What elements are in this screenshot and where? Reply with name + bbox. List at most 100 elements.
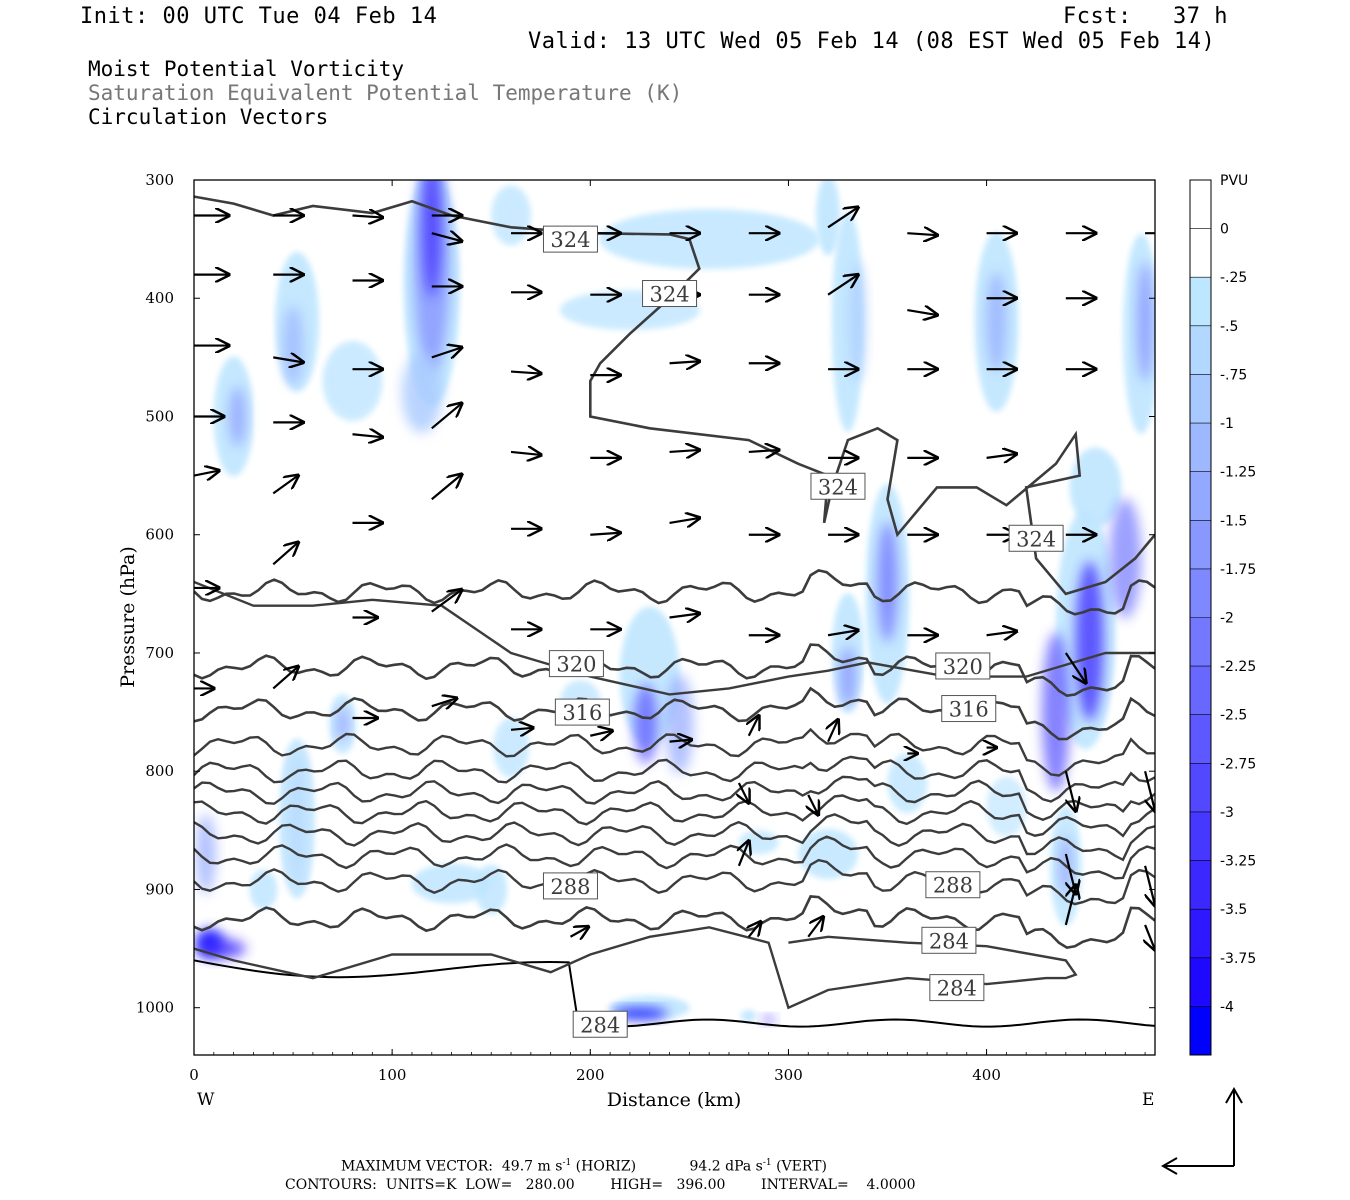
- isentrope-line: [194, 926, 1078, 1010]
- isentrope-line: [194, 195, 1155, 596]
- colorbar-level: -3.25: [1220, 854, 1256, 870]
- x-tick-label: 400: [972, 1066, 1001, 1084]
- circulation-vector: [431, 590, 462, 613]
- contour-label: 284: [580, 1013, 620, 1037]
- colorbar-swatch: [1190, 1006, 1211, 1056]
- y-tick-label: 300: [145, 171, 174, 189]
- pv-blob: [283, 305, 304, 386]
- pv-blob: [422, 180, 441, 298]
- circulation-vector: [739, 841, 749, 867]
- contour-label: 324: [818, 475, 858, 499]
- colorbar-level: -1: [1220, 416, 1234, 432]
- y-tick-label: 700: [145, 644, 174, 662]
- pv-blob: [197, 938, 246, 959]
- x-tick-label: 200: [576, 1066, 605, 1084]
- circulation-vector: [827, 275, 858, 296]
- circulation-vector: [669, 518, 700, 523]
- y-tick-label: 800: [145, 762, 174, 780]
- contours-info: CONTOURS: UNITS=K LOW= 280.00 HIGH= 396.…: [285, 1177, 916, 1193]
- y-tick-label: 600: [145, 526, 174, 544]
- pv-blob: [839, 646, 856, 707]
- circulation-vector: [907, 310, 937, 315]
- colorbar-swatch: [1190, 957, 1211, 1007]
- colorbar-level: -.5: [1220, 319, 1238, 335]
- colorbar-swatch: [1190, 714, 1211, 764]
- colorbar-swatch: [1190, 277, 1211, 327]
- pv-blob: [762, 1015, 775, 1024]
- pv-blob: [322, 341, 383, 422]
- colorbar-swatch: [1190, 423, 1211, 473]
- pv-blob: [1041, 632, 1070, 793]
- circulation-vector: [808, 794, 818, 815]
- circulation-vector: [1064, 885, 1076, 926]
- colorbar-swatch: [1190, 909, 1211, 959]
- isentrope-line: [194, 727, 1155, 777]
- x-tick-label: 100: [378, 1066, 407, 1084]
- pv-blob: [336, 705, 349, 742]
- colorbar-swatch: [1190, 860, 1211, 910]
- contour-label-box: [542, 225, 598, 253]
- contour-label-box: [941, 695, 997, 723]
- isentrope-line: [194, 794, 1155, 838]
- colorbar-level: -3: [1220, 805, 1234, 821]
- colorbar-swatch: [1190, 471, 1211, 521]
- pv-blob: [740, 1009, 757, 1022]
- pv-blob: [401, 352, 442, 433]
- circulation-vector: [569, 927, 588, 937]
- pv-blob: [229, 386, 246, 447]
- pv-blob: [1137, 261, 1154, 382]
- colorbar-level: -3.75: [1220, 951, 1256, 967]
- contour-label-box: [925, 871, 981, 899]
- contour-label-box: [921, 926, 977, 954]
- circulation-vector: [749, 716, 759, 737]
- circulation-vector: [273, 357, 303, 362]
- circulation-vector: [669, 450, 700, 452]
- circulation-vector: [828, 720, 838, 743]
- pv-blob: [1109, 498, 1142, 619]
- circulation-vector: [510, 452, 541, 455]
- contour-label: 320: [556, 653, 596, 677]
- contour-label: 324: [1016, 527, 1056, 551]
- colorbar-level: -1.5: [1220, 513, 1247, 529]
- contour-label-box: [642, 280, 698, 308]
- circulation-vector: [272, 542, 298, 566]
- colorbar-swatch: [1190, 666, 1211, 716]
- circulation-vector: [352, 434, 383, 437]
- isentrope-line: [194, 569, 1155, 616]
- circulation-vector: [907, 233, 937, 235]
- circulation-vector: [431, 403, 462, 430]
- colorbar-level: -1.25: [1220, 465, 1256, 481]
- pv-blob: [816, 180, 841, 256]
- contour-label: 316: [562, 701, 602, 725]
- y-tick-label: 900: [145, 880, 174, 898]
- y-tick-label: 400: [145, 289, 174, 307]
- east-label: E: [1142, 1090, 1154, 1110]
- colorbar-level: -2: [1220, 611, 1234, 627]
- contour-label: 324: [649, 283, 689, 307]
- y-tick-label: 500: [145, 407, 174, 425]
- circulation-vector: [669, 361, 700, 363]
- contour-labels: 324 324 324 324 320 320 316 316 288 288 284 284 284: [542, 225, 1064, 1038]
- colorbar-swatch: [1190, 520, 1211, 570]
- circulation-vector: [739, 782, 749, 803]
- contour-label-box: [548, 650, 604, 678]
- isentrope-line: [194, 858, 1155, 906]
- pv-shading: [195, 180, 1155, 1024]
- plot-frame: [193, 179, 1156, 1056]
- circulation-vector: [1064, 652, 1086, 683]
- colorbar-level: -2.5: [1220, 708, 1247, 724]
- contour-label: 320: [943, 655, 983, 679]
- forecast-hour: Fcst: 37 h: [1063, 4, 1228, 29]
- pv-blob: [633, 683, 658, 764]
- y-tick-label: 1000: [136, 999, 174, 1017]
- colorbar-level: -4: [1220, 999, 1234, 1015]
- colorbar-swatch: [1190, 617, 1211, 667]
- max-vector-line: MAXIMUM VECTOR: 49.7 m s-1 (HORIZ) 94.2 …: [341, 1158, 827, 1175]
- colorbar-swatch: [1190, 325, 1211, 375]
- pv-blob: [986, 271, 1007, 372]
- colorbar-swatch: [1190, 763, 1211, 813]
- circulation-vector: [1144, 865, 1155, 906]
- x-tick-label: 300: [774, 1066, 803, 1084]
- x-tick-label: 0: [189, 1066, 199, 1084]
- circulation-vector: [669, 614, 700, 618]
